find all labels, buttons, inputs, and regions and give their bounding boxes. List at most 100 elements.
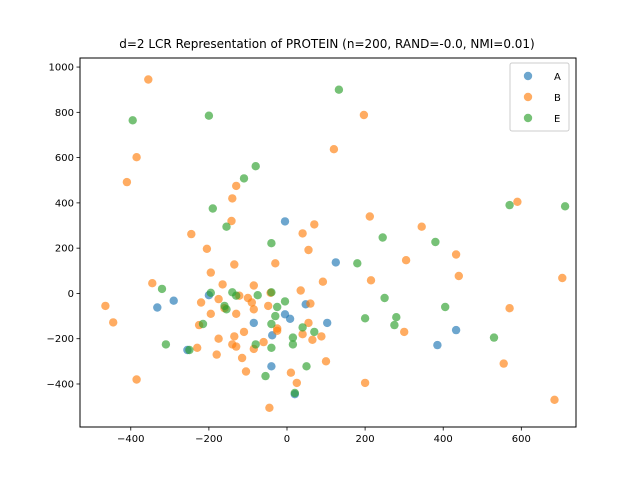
point-B-64 <box>292 378 301 388</box>
point-B-68 <box>196 298 206 307</box>
point-E-2 <box>204 111 214 120</box>
point-B-5 <box>232 181 241 191</box>
point-B-8 <box>365 212 374 221</box>
point-B-39 <box>505 304 514 313</box>
point-A-4 <box>153 303 162 312</box>
legend-label-B: B <box>554 93 561 104</box>
point-A-7 <box>285 314 295 323</box>
point-E-32 <box>161 340 171 349</box>
point-B-48 <box>214 334 223 343</box>
point-B-14 <box>202 244 212 253</box>
point-B-60 <box>241 367 251 376</box>
point-E-22 <box>441 302 450 312</box>
y-tick-label: 0 <box>68 289 74 300</box>
point-E-1 <box>128 116 137 125</box>
y-tick-label: −200 <box>47 334 74 345</box>
chart-title: d=2 LCR Representation of PROTEIN (n=200… <box>119 37 535 51</box>
y-tick-label: 800 <box>55 108 74 119</box>
x-tick-label: 400 <box>434 434 453 445</box>
point-E-40 <box>290 388 299 398</box>
legend: ABE <box>509 62 570 132</box>
point-B-47 <box>230 332 239 341</box>
point-B-28 <box>296 286 305 295</box>
legend-label-A: A <box>554 72 561 83</box>
point-E-3 <box>251 162 260 171</box>
point-B-9 <box>227 216 236 226</box>
point-B-69 <box>247 298 256 307</box>
point-B-46 <box>239 327 249 337</box>
point-B-61 <box>286 368 296 377</box>
point-E-12 <box>353 259 362 268</box>
point-B-13 <box>187 229 196 239</box>
point-A-14 <box>267 362 276 371</box>
point-B-57 <box>212 350 221 359</box>
point-E-21 <box>273 302 282 312</box>
point-B-11 <box>417 222 426 231</box>
point-B-3 <box>329 145 339 154</box>
point-B-22 <box>558 273 567 283</box>
point-B-12 <box>298 229 307 238</box>
point-B-19 <box>230 260 239 269</box>
point-E-0 <box>334 85 344 94</box>
point-E-11 <box>267 239 276 248</box>
point-E-26 <box>198 319 208 329</box>
point-B-6 <box>228 194 237 203</box>
point-B-53 <box>232 342 241 351</box>
point-B-7 <box>513 197 522 206</box>
legend-marker-E <box>523 113 533 123</box>
point-B-63 <box>132 375 141 384</box>
point-E-5 <box>208 204 217 213</box>
point-E-4 <box>239 174 249 183</box>
point-E-14 <box>206 288 215 297</box>
point-A-1 <box>331 258 340 267</box>
point-B-27 <box>148 279 157 288</box>
point-E-18 <box>267 288 276 297</box>
point-E-6 <box>222 222 231 231</box>
point-E-41 <box>222 305 231 314</box>
point-B-15 <box>304 245 313 255</box>
point-E-39 <box>261 371 270 381</box>
point-E-19 <box>380 293 389 303</box>
point-E-36 <box>489 333 499 342</box>
point-E-9 <box>378 233 387 242</box>
point-E-27 <box>267 319 276 329</box>
point-B-66 <box>550 395 559 404</box>
point-B-20 <box>206 268 215 277</box>
point-B-40 <box>306 299 315 308</box>
point-B-50 <box>317 332 326 341</box>
point-B-70 <box>273 326 282 335</box>
point-B-65 <box>360 378 370 388</box>
point-B-38 <box>232 309 241 318</box>
point-B-62 <box>499 359 508 368</box>
y-tick-label: 400 <box>55 198 74 209</box>
point-E-24 <box>360 314 370 323</box>
point-E-17 <box>228 288 237 297</box>
point-A-8 <box>323 318 332 328</box>
point-A-3 <box>169 296 178 305</box>
x-tick-label: −200 <box>195 434 222 445</box>
point-B-34 <box>264 301 273 311</box>
point-B-32 <box>214 294 223 304</box>
point-B-54 <box>193 343 202 352</box>
point-B-23 <box>366 276 376 285</box>
point-B-26 <box>249 281 258 290</box>
point-B-2 <box>132 153 141 162</box>
point-B-45 <box>400 327 409 337</box>
point-A-9 <box>249 318 258 328</box>
point-E-31 <box>288 333 298 342</box>
point-E-10 <box>431 237 440 247</box>
point-B-17 <box>271 259 280 268</box>
y-tick-label: 600 <box>55 153 74 164</box>
x-axis: −400 −200 0 200 400 600 <box>117 427 531 445</box>
point-B-21 <box>454 271 463 281</box>
point-E-7 <box>505 200 514 210</box>
y-tick-label: 200 <box>55 244 74 255</box>
point-E-33 <box>251 340 260 349</box>
point-B-0 <box>144 75 153 84</box>
point-B-51 <box>308 335 317 344</box>
point-E-38 <box>302 362 311 371</box>
point-E-30 <box>310 327 319 337</box>
point-E-35 <box>288 340 298 349</box>
point-B-59 <box>321 357 331 366</box>
